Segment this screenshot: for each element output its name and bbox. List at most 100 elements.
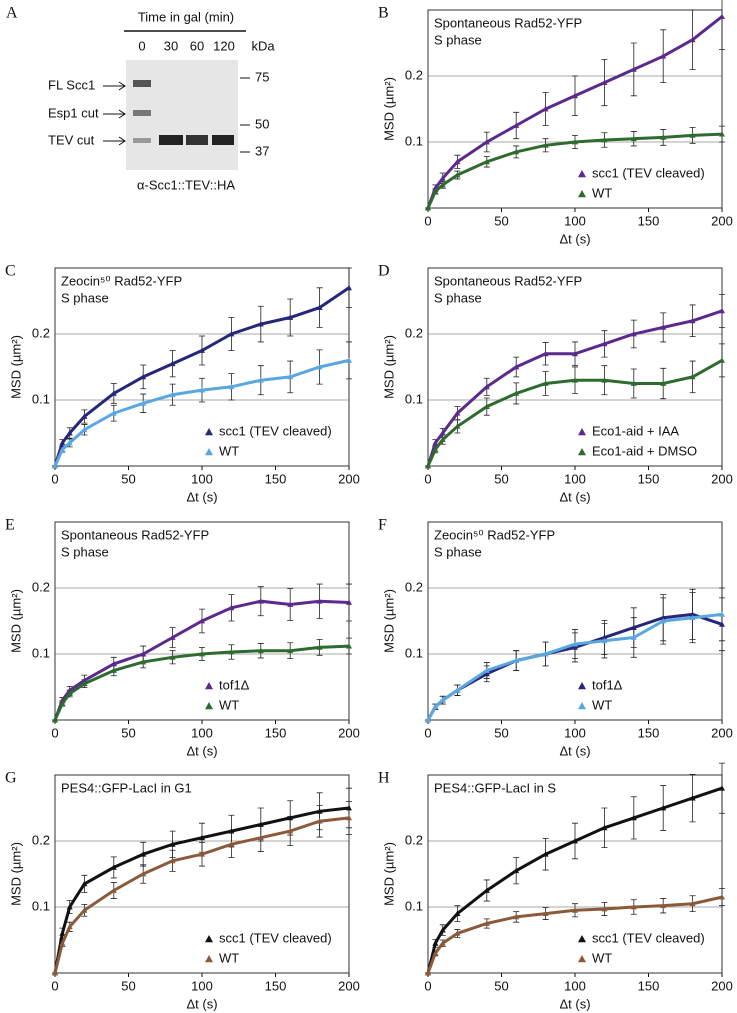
marker-label: 37 (255, 143, 269, 158)
point (316, 644, 323, 650)
point (439, 181, 446, 188)
point (110, 667, 117, 673)
point (66, 430, 73, 436)
point (630, 66, 637, 72)
point (346, 599, 352, 605)
x-tick-label: 200 (711, 978, 733, 993)
legend-label: scc1 (TEV cleaved) (219, 930, 332, 945)
x-tick-label: 50 (494, 471, 508, 486)
legend-swatch (205, 428, 213, 436)
x-tick-label: 200 (338, 471, 360, 486)
point (287, 814, 294, 821)
x-axis-label: Δt (s) (186, 996, 217, 1011)
x-tick-label: 100 (564, 725, 586, 740)
point (81, 880, 88, 887)
x-tick-label: 150 (638, 978, 660, 993)
point (630, 331, 637, 337)
y-axis-label: MSD (µm²) (8, 842, 23, 906)
x-tick-label: 100 (564, 978, 586, 993)
point (660, 614, 667, 621)
point (439, 940, 446, 946)
point (483, 670, 490, 677)
point (719, 131, 725, 137)
x-tick-label: 50 (121, 725, 135, 740)
point (572, 907, 578, 913)
x-axis-label: Δt (s) (186, 489, 217, 504)
legend-label: WT (592, 697, 612, 712)
point (257, 647, 264, 654)
point (199, 618, 205, 624)
y-tick-label: 0.1 (405, 133, 423, 148)
point (542, 910, 549, 916)
blot-caption: α-Scc1::TEV::HA (137, 177, 235, 192)
chart-title: Spontaneous Rad52-YFP (61, 527, 209, 542)
legend-swatch (578, 682, 586, 690)
chart-title: Spontaneous Rad52-YFP (434, 273, 582, 288)
x-tick-label: 50 (494, 725, 508, 740)
x-tick-label: 0 (424, 725, 431, 740)
point (199, 347, 205, 353)
point (660, 134, 667, 140)
chart-title: Zeocin⁵⁰ Rad52-YFP (434, 527, 555, 542)
point (572, 838, 578, 844)
point (140, 651, 147, 657)
panel-letter: D (378, 263, 390, 280)
point (483, 887, 490, 893)
x-axis-label: Δt (s) (559, 996, 590, 1011)
point (287, 601, 294, 607)
point (719, 894, 725, 900)
panel-letter: H (378, 770, 390, 787)
chart-title: Zeocin⁵⁰ Rad52-YFP (61, 273, 182, 288)
error-bar (719, 0, 725, 50)
point (542, 350, 549, 357)
point (439, 927, 446, 933)
series-line (53, 286, 350, 467)
point (59, 940, 66, 946)
plot-frame (427, 9, 723, 209)
point (719, 357, 725, 363)
x-axis-label: Δt (s) (559, 743, 590, 758)
x-tick-label: 100 (564, 471, 586, 486)
point (513, 657, 520, 663)
legend-label: WT (592, 185, 612, 200)
y-tick-label: 0.2 (32, 579, 50, 594)
x-tick-label: 150 (265, 725, 287, 740)
y-tick-label: 0.1 (32, 645, 50, 660)
x-axis-label: Δt (s) (559, 231, 590, 246)
legend-label: scc1 (TEV cleaved) (219, 423, 332, 438)
point (601, 634, 608, 640)
legend-label: scc1 (TEV cleaved) (592, 165, 705, 180)
point (110, 864, 117, 870)
point (432, 446, 439, 452)
legend-label: Eco1-aid + IAA (592, 423, 679, 438)
point (572, 644, 578, 650)
band (133, 80, 151, 87)
chart-title: PES4::GFP-LacI in S (434, 780, 556, 795)
blot-title: Time in gal (min) (138, 9, 234, 24)
point (316, 364, 323, 370)
legend-label: Eco1-aid + DMSO (592, 443, 697, 458)
legend-swatch (205, 702, 213, 710)
x-tick-label: 150 (265, 471, 287, 486)
point (439, 175, 446, 181)
x-tick-label: 50 (494, 978, 508, 993)
legend-swatch (205, 955, 213, 963)
band (133, 110, 151, 116)
x-tick-label: 200 (711, 213, 733, 228)
point (483, 383, 490, 390)
x-tick-label: 200 (338, 725, 360, 740)
unit-label: kDa (251, 38, 275, 53)
point (287, 373, 294, 380)
point (439, 430, 446, 436)
x-tick-label: 0 (424, 213, 431, 228)
point (81, 680, 88, 687)
point (432, 703, 439, 710)
legend-label: WT (219, 697, 239, 712)
point (110, 390, 117, 396)
y-axis-label: MSD (µm²) (381, 589, 396, 653)
point (257, 377, 264, 383)
point (454, 910, 461, 916)
point (660, 53, 667, 59)
